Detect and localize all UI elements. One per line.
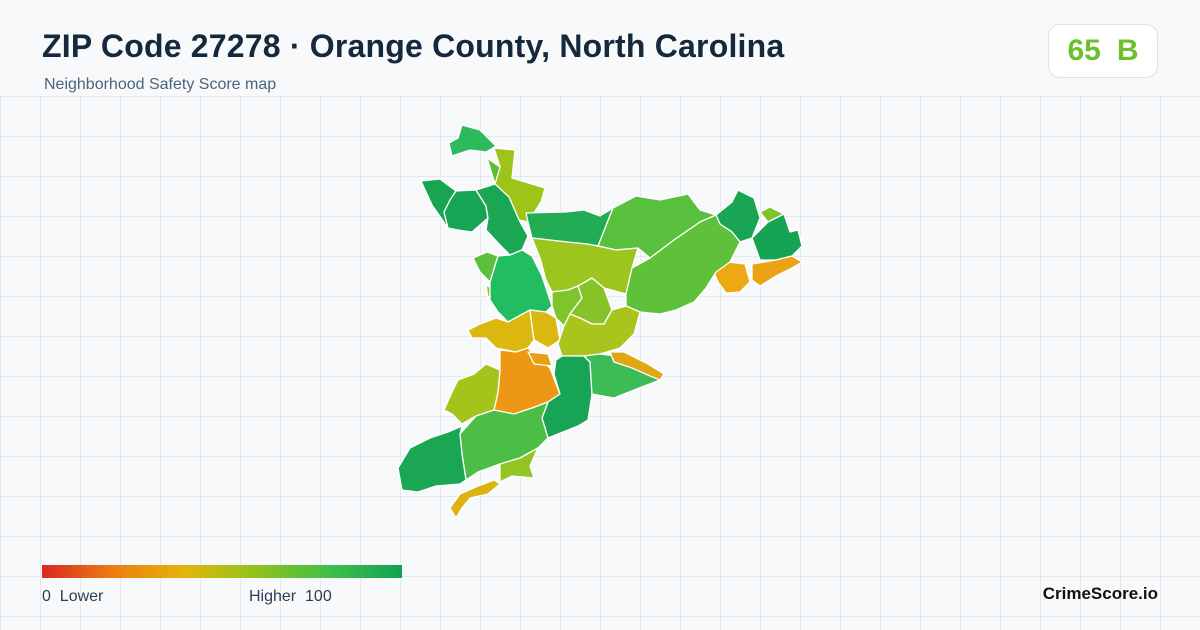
score-grade: B <box>1116 34 1139 67</box>
neighborhood-n25[interactable] <box>527 351 553 367</box>
legend-low-label: 0 Lower <box>42 588 103 606</box>
neighborhood-n03[interactable] <box>486 157 501 185</box>
neighborhood-n01[interactable] <box>448 124 497 157</box>
neighborhood-n22[interactable] <box>529 309 561 349</box>
neighborhood-n17[interactable] <box>531 237 639 295</box>
neighborhood-n32[interactable] <box>499 447 539 483</box>
legend-low-text: Lower <box>59 588 104 605</box>
neighborhood-n31[interactable] <box>397 425 467 493</box>
neighborhood-n13[interactable] <box>751 213 803 261</box>
legend-max-value: 100 <box>305 588 332 605</box>
neighborhood-n18[interactable] <box>625 214 741 315</box>
legend-min-value: 0 <box>42 588 51 605</box>
legend-high-label: Higher 100 <box>249 588 332 606</box>
neighborhood-n21[interactable] <box>467 309 535 353</box>
neighborhood-n14[interactable] <box>711 261 751 294</box>
neighborhood-n28[interactable] <box>609 351 665 381</box>
safety-score-badge: 65 B <box>1048 24 1158 78</box>
brand-logo-text[interactable]: CrimeScore.io <box>1042 584 1158 603</box>
neighborhood-n33[interactable] <box>449 479 501 519</box>
legend-high-text: Higher <box>249 588 297 605</box>
page-title: ZIP Code 27278 · Orange County, North Ca… <box>42 28 785 64</box>
legend-gradient-bar <box>42 565 402 578</box>
page-subtitle: Neighborhood Safety Score map <box>44 76 277 93</box>
score-value: 65 <box>1067 34 1101 67</box>
neighborhood-n15[interactable] <box>751 255 803 287</box>
